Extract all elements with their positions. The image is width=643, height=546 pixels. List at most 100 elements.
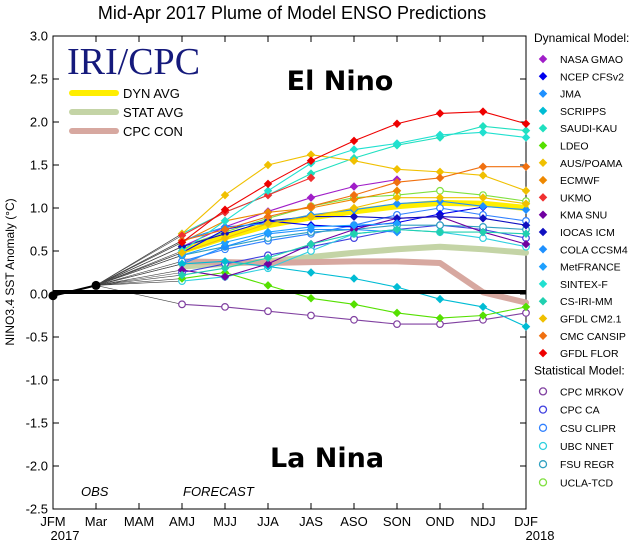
- data-point: [436, 221, 444, 230]
- legend-label: SCRIPPS: [560, 106, 606, 118]
- data-point: [435, 109, 445, 118]
- data-point: [435, 173, 445, 183]
- x-tick-label: SON: [383, 514, 411, 529]
- data-point: [177, 248, 187, 257]
- legend-marker: [538, 72, 548, 81]
- legend-label: IOCAS ICM: [560, 227, 615, 239]
- data-point: [392, 193, 402, 202]
- series-scripps: [95, 257, 531, 331]
- chart-title: Mid-Apr 2017 Plume of Model ENSO Predict…: [98, 3, 486, 23]
- la-nina-label: La Nina: [270, 443, 384, 474]
- legend-label: UCLA-TCD: [560, 477, 614, 489]
- observed-series: [48, 280, 101, 301]
- data-point: [220, 268, 230, 277]
- data-point: [478, 162, 488, 171]
- x-tick-label: JAS: [299, 514, 323, 529]
- data-point: [307, 247, 315, 255]
- legend-marker: [538, 441, 548, 451]
- data-point: [221, 303, 229, 311]
- x-tick-label: MAM: [124, 514, 154, 529]
- connector-line: [95, 263, 183, 286]
- series-cs-iri-mm: [95, 225, 531, 286]
- legend-marker: [538, 245, 548, 254]
- series-line: [181, 179, 398, 248]
- legend-label: CPC MRKOV: [560, 386, 624, 398]
- data-point: [177, 259, 187, 269]
- data-point: [478, 311, 488, 320]
- legend-label: AUS/POAMA: [560, 158, 622, 170]
- legend-label: LDEO: [560, 141, 589, 153]
- legend-marker: [538, 141, 548, 150]
- data-point: [263, 212, 273, 221]
- connector-line: [95, 261, 183, 286]
- data-point: [220, 229, 230, 239]
- legend-marker: [538, 423, 548, 432]
- data-point: [392, 199, 402, 208]
- x-tick-label: NDJ: [470, 514, 495, 529]
- obs-label: OBS: [81, 484, 109, 499]
- data-point: [263, 190, 273, 200]
- data-point: [220, 225, 230, 234]
- y-axis: 3.0 2.5 2.0 1.5 1.0 0.5 0.0 -0.5 -1.0 -1.5 -2.0 -2.…: [26, 29, 526, 517]
- connector-line: [95, 242, 183, 286]
- data-point: [435, 130, 445, 140]
- legend-marker: [538, 262, 548, 271]
- data-point: [220, 233, 230, 243]
- data-point: [177, 242, 187, 251]
- averages-legend: DYN AVG STAT AVG CPC CON: [69, 86, 183, 139]
- legend-marker: [538, 123, 548, 133]
- legend-label: GFDL CM2.1: [560, 314, 622, 326]
- data-point: [435, 313, 445, 323]
- connector-line: [95, 246, 183, 286]
- data-point: [393, 320, 401, 329]
- legend-label: NASA GMAO: [560, 54, 623, 66]
- x-tick-label: ASO: [340, 514, 367, 529]
- y-tick-label: -1.5: [26, 416, 48, 431]
- legend-label: NCEP CFSv2: [560, 71, 624, 83]
- legend-label: UKMO: [560, 192, 592, 204]
- data-point: [263, 179, 273, 189]
- data-point: [392, 177, 402, 187]
- data-point: [435, 212, 445, 221]
- data-point: [263, 253, 273, 263]
- series-layer: [95, 107, 531, 331]
- legend-label: ECMWF: [560, 175, 600, 187]
- legend-marker: [538, 106, 548, 116]
- data-point: [349, 229, 359, 239]
- legend-label: CPC CA: [560, 405, 600, 417]
- avg-line-cpc-con: [179, 258, 529, 306]
- data-point: [263, 227, 273, 237]
- legend-label: FSU REGR: [560, 459, 615, 471]
- data-point: [307, 311, 315, 320]
- x-tick-label: AMJ: [169, 514, 195, 529]
- data-point: [392, 225, 402, 234]
- data-point: [263, 186, 273, 196]
- data-point: [392, 139, 402, 148]
- data-point: [306, 239, 316, 249]
- connector-line: [95, 252, 183, 286]
- series-gfdl-cm2-1: [95, 193, 531, 286]
- avg-legend-label: DYN AVG: [123, 86, 180, 101]
- data-point: [220, 216, 230, 226]
- data-point: [392, 165, 402, 174]
- series-line: [181, 177, 312, 237]
- legend-marker: [538, 54, 548, 64]
- data-point: [349, 220, 359, 230]
- year-label-end: 2018: [526, 528, 555, 543]
- legend-label: CMC CANSIP: [560, 331, 626, 343]
- plot-frame: [52, 35, 527, 510]
- y-tick-label: -2.0: [26, 459, 48, 474]
- data-point: [436, 186, 444, 195]
- connector-line: [95, 255, 183, 286]
- data-point: [220, 272, 230, 282]
- x-tick-label: Mar: [85, 514, 108, 529]
- data-point: [350, 315, 358, 324]
- data-point: [392, 214, 402, 223]
- data-point: [435, 227, 445, 237]
- y-tick-label: 1.0: [30, 201, 48, 216]
- data-point: [263, 160, 273, 170]
- x-tick-label: DJF: [514, 514, 538, 529]
- legend-label: GFDL FLOR: [560, 348, 619, 360]
- series-gfdl-flor: [95, 107, 531, 286]
- data-point: [349, 195, 359, 204]
